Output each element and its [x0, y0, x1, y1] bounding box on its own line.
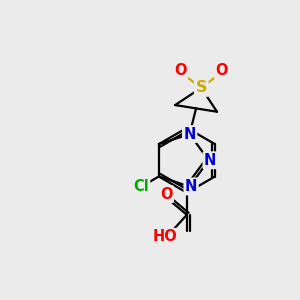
Text: O: O — [174, 63, 187, 78]
Text: O: O — [216, 63, 228, 78]
Text: O: O — [160, 187, 172, 202]
Text: N: N — [185, 179, 197, 194]
Text: N: N — [204, 153, 216, 168]
Text: Cl: Cl — [133, 179, 149, 194]
Text: HO: HO — [152, 230, 177, 244]
Text: N: N — [183, 127, 196, 142]
Text: S: S — [196, 80, 207, 95]
